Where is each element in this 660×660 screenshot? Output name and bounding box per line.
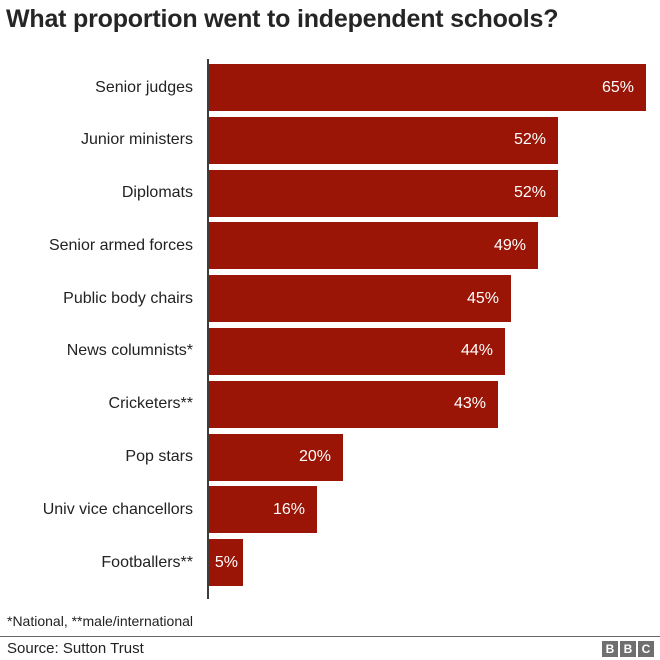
- bar-area: 45%: [209, 275, 652, 323]
- bar: 45%: [209, 275, 511, 323]
- chart-title: What proportion went to independent scho…: [6, 5, 559, 33]
- bar: 65%: [209, 64, 646, 111]
- bar-area: 16%: [209, 486, 652, 534]
- chart-row: Pop stars 20%: [0, 433, 652, 481]
- value-label: 45%: [466, 289, 499, 307]
- category-label: Senior judges: [95, 78, 193, 96]
- chart-row: Univ vice chancellors 16%: [0, 486, 652, 534]
- bar-chart: Senior judges 65% Junior ministers 52% Diplo…: [0, 64, 652, 587]
- bbc-logo-block: B: [602, 640, 618, 657]
- category-label: Pop stars: [125, 448, 193, 466]
- category-label: Univ vice chancellors: [42, 500, 193, 518]
- chart-row: News columnists* 44%: [0, 327, 652, 375]
- value-label: 65%: [601, 78, 634, 96]
- bar-area: 65%: [209, 64, 652, 111]
- chart-row: Diplomats 52%: [0, 169, 652, 217]
- chart-row: Cricketers** 43%: [0, 380, 652, 428]
- category-label: Cricketers**: [108, 395, 193, 413]
- value-label: 43%: [453, 395, 486, 413]
- value-label: 52%: [513, 131, 546, 149]
- bar: 49%: [209, 222, 538, 270]
- source-label: Source: Sutton Trust: [7, 640, 144, 657]
- value-label: 52%: [513, 184, 546, 202]
- chart-row: Senior judges 65%: [0, 64, 652, 111]
- y-axis-line: [207, 59, 209, 599]
- bar: 43%: [209, 380, 498, 428]
- value-label: 16%: [272, 500, 305, 518]
- bar-area: 43%: [209, 380, 652, 428]
- category-label: Junior ministers: [80, 131, 193, 149]
- chart-row: Public body chairs 45%: [0, 275, 652, 323]
- category-label: Footballers**: [101, 553, 193, 571]
- category-label: Public body chairs: [63, 289, 193, 307]
- bbc-logo-block: C: [638, 640, 654, 657]
- footnote: *National, **male/international: [7, 613, 193, 629]
- bar-area: 20%: [209, 433, 652, 481]
- bar: 44%: [209, 327, 505, 375]
- bar-area: 52%: [209, 169, 652, 217]
- bar: 5%: [209, 539, 243, 587]
- value-label: 20%: [298, 448, 331, 466]
- chart-row: Senior armed forces 49%: [0, 222, 652, 270]
- bar: 20%: [209, 433, 343, 481]
- value-label: 5%: [214, 553, 238, 571]
- bar: 52%: [209, 169, 558, 217]
- bar: 16%: [209, 486, 317, 534]
- category-label: Senior armed forces: [48, 236, 193, 254]
- value-label: 49%: [493, 236, 526, 254]
- bbc-logo-block: B: [620, 640, 636, 657]
- bar-area: 52%: [209, 116, 652, 164]
- chart-row: Footballers** 5%: [0, 539, 652, 587]
- category-label: Diplomats: [121, 184, 193, 202]
- bar-area: 49%: [209, 222, 652, 270]
- value-label: 44%: [460, 342, 493, 360]
- bar-area: 44%: [209, 327, 652, 375]
- bar-area: 5%: [209, 539, 652, 587]
- chart-row: Junior ministers 52%: [0, 116, 652, 164]
- bar: 52%: [209, 116, 558, 164]
- bar-rows: Senior judges 65% Junior ministers 52% Diplo…: [0, 64, 652, 587]
- category-label: News columnists*: [66, 342, 193, 360]
